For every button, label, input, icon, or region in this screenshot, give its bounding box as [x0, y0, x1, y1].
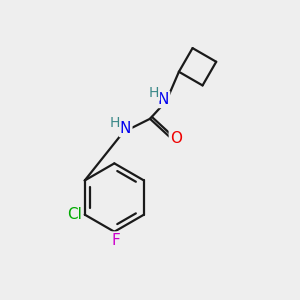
Text: N: N [120, 121, 131, 136]
Text: Cl: Cl [67, 207, 82, 222]
Text: O: O [170, 130, 182, 146]
Text: N: N [158, 92, 169, 107]
Text: F: F [111, 232, 120, 247]
Text: H: H [110, 116, 120, 130]
Text: H: H [149, 85, 159, 100]
